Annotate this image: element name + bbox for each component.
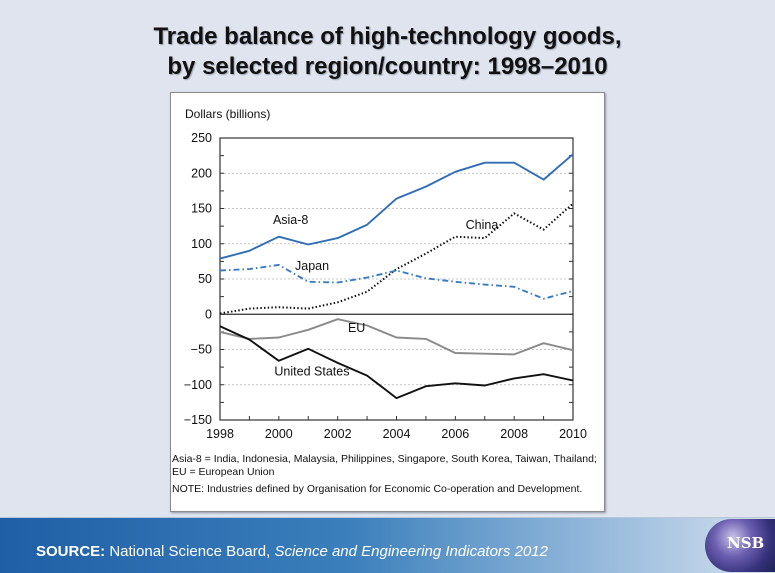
logo-text: NSB bbox=[727, 534, 764, 552]
y-axis-label: Dollars (billions) bbox=[185, 107, 270, 121]
x-tick-label: 2000 bbox=[265, 427, 293, 441]
nsb-logo-icon: NSB bbox=[705, 519, 775, 572]
source-title: Science and Engineering Indicators 2012 bbox=[274, 543, 548, 560]
x-tick-label: 2010 bbox=[559, 427, 587, 441]
footer-banner: SOURCE: National Science Board, Science … bbox=[0, 517, 775, 573]
y-tick-label: 200 bbox=[191, 166, 212, 180]
x-tick-label: 2008 bbox=[500, 427, 528, 441]
y-tick-label: 100 bbox=[191, 237, 212, 251]
series-label-asia-8: Asia-8 bbox=[273, 213, 308, 227]
y-tick-label: 50 bbox=[198, 272, 212, 286]
x-tick-label: 1998 bbox=[206, 427, 234, 441]
industry-note: NOTE: Industries defined by Organisation… bbox=[172, 483, 602, 496]
x-tick-label: 2002 bbox=[324, 427, 352, 441]
series-line-asia-8 bbox=[220, 154, 573, 258]
source-citation: SOURCE: National Science Board, Science … bbox=[36, 543, 548, 560]
source-label: SOURCE: bbox=[36, 543, 105, 560]
abbreviation-note: Asia-8 = India, Indonesia, Malaysia, Phi… bbox=[172, 453, 602, 479]
series-label-china: China bbox=[466, 218, 499, 232]
y-tick-label: 250 bbox=[191, 131, 212, 145]
x-tick-labels: 1998 2000 2002 2004 2006 2008 2010 bbox=[206, 427, 587, 441]
x-tick-label: 2004 bbox=[383, 427, 411, 441]
series-label-united-states: United States bbox=[274, 365, 349, 379]
series-lines bbox=[220, 154, 573, 398]
series-label-japan: Japan bbox=[295, 259, 329, 273]
series-label-eu: EU bbox=[348, 321, 365, 335]
y-tick-label: 150 bbox=[191, 202, 212, 216]
x-tick-label: 2006 bbox=[441, 427, 469, 441]
chart-notes: Asia-8 = India, Indonesia, Malaysia, Phi… bbox=[172, 453, 602, 500]
y-tick-label: −150 bbox=[184, 413, 212, 427]
series-line-japan bbox=[220, 265, 573, 299]
source-publisher: National Science Board, bbox=[105, 543, 274, 560]
y-tick-label: 0 bbox=[205, 307, 212, 321]
y-tick-label: −50 bbox=[191, 343, 212, 357]
y-tick-label: −100 bbox=[184, 378, 212, 392]
y-tick-labels: 250 200 150 100 50 0 −50 −100 −150 bbox=[184, 131, 212, 427]
